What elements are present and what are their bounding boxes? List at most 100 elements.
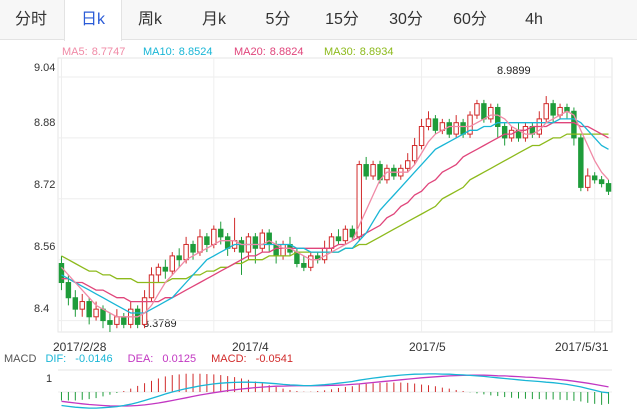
tab-8[interactable]: 60分 (453, 11, 487, 28)
candle-body (238, 240, 245, 253)
ma5-line (61, 110, 609, 318)
x-tick-label: 2017/5/31 (555, 340, 609, 354)
candle-body (591, 175, 598, 181)
ma10-line (61, 118, 609, 314)
tab-7[interactable]: 30分 (389, 11, 423, 28)
candle-body (93, 308, 99, 318)
ma30-legend-label: MA30: (324, 46, 356, 58)
x-tick-label: 2017/5 (409, 340, 446, 354)
ma20-legend-label: MA20: (234, 46, 266, 58)
candle-body (100, 308, 106, 322)
candle-body (79, 301, 85, 310)
ma30-legend-value: 8.8934 (359, 46, 394, 58)
candle-body (197, 236, 203, 253)
candle-body (522, 126, 529, 139)
macd-legend: MACD DIF: -0.0146 DEA: 0.0125 MACD: -0.0… (4, 353, 305, 365)
ma20-legend: MA20: 8.8824 (234, 46, 303, 58)
candle-body (488, 106, 494, 120)
tab-1[interactable]: 分时 (14, 11, 47, 28)
candle-body (418, 126, 425, 147)
ma30-line (61, 133, 609, 284)
candle-body (294, 251, 300, 264)
candle-body (446, 122, 452, 135)
candle-body (543, 103, 549, 120)
y-tick-label: 9.04 (34, 62, 56, 74)
candle-body (176, 255, 182, 261)
candle-body (169, 255, 175, 272)
ma10-legend-label: MA10: (143, 46, 175, 58)
macd-y-tick-label: 1 (46, 373, 53, 385)
candle-body (501, 126, 508, 139)
macd-title: MACD (4, 353, 37, 365)
candle-body (273, 243, 279, 257)
tab-5[interactable]: 5分 (265, 11, 291, 28)
ma10-legend-value: 8.8524 (178, 46, 213, 58)
candle-body (211, 228, 217, 245)
candle-body (405, 160, 411, 169)
x-tick-label: 2017/4 (232, 340, 269, 354)
tab-6[interactable]: 15分 (325, 11, 359, 28)
candle-body (301, 263, 307, 268)
dif-line (61, 373, 609, 409)
candle-body (578, 137, 584, 188)
y-tick-label: 8.56 (34, 241, 56, 253)
dif-value: -0.0146 (75, 353, 113, 365)
dea-line (61, 374, 609, 407)
candle-body (204, 236, 210, 245)
ma5-legend: MA5: 8.7747 (62, 46, 125, 58)
candle-body (65, 282, 72, 299)
candle-body (121, 316, 127, 325)
candle-body (370, 164, 376, 177)
ma20-line (61, 122, 609, 303)
ma20-legend-value: 8.8824 (269, 46, 304, 58)
candle-body (259, 232, 266, 249)
tab-2[interactable]: 日k (64, 0, 122, 41)
dif-label: DIF: (45, 353, 67, 365)
candle-body (308, 255, 314, 268)
candle-body (224, 236, 231, 249)
candle-body (72, 297, 79, 310)
candle-body (58, 263, 65, 284)
x-tick-label: 2017/2/28 (53, 340, 107, 354)
candle-body (155, 266, 162, 276)
candle-body (328, 236, 335, 249)
macd-value-legend: MACD: -0.0541 (211, 353, 299, 365)
ma30-legend: MA30: 8.8934 (324, 46, 393, 58)
dea-value: 0.0125 (162, 353, 197, 365)
candle-body (342, 228, 349, 242)
candle-body (321, 247, 328, 261)
candle-body (107, 320, 113, 325)
candle-body (453, 122, 459, 135)
candle-body (114, 316, 120, 325)
ma10-legend: MA10: 8.8524 (143, 46, 212, 58)
y-tick-label: 8.72 (34, 179, 56, 191)
period-tab-bar: 分时 日k 周k 月k 5分 15分 30分 60分 4h (0, 0, 637, 41)
candle-body (266, 232, 272, 245)
candle-body (86, 301, 92, 318)
candle-body (162, 266, 169, 272)
candle-body (335, 236, 342, 242)
y-tick-label: 8.4 (34, 303, 50, 315)
tab-3[interactable]: 周k (137, 11, 162, 28)
candle-body (598, 179, 605, 185)
candle-body (481, 103, 487, 120)
candle-body (411, 145, 418, 162)
tab-9[interactable]: 4h (525, 11, 543, 28)
candle-body (474, 103, 480, 116)
high-price-annotation: 8.9899 (497, 65, 531, 77)
candle-body (349, 228, 356, 238)
dea-legend: DEA: 0.0125 (128, 353, 202, 365)
macd-value: -0.0541 (255, 353, 293, 365)
price-plot-frame (57, 57, 613, 333)
candle-body (218, 228, 224, 238)
candle-body (148, 274, 155, 299)
candle-body (460, 122, 466, 135)
candle-body (585, 175, 591, 188)
tab-4[interactable]: 月k (201, 11, 226, 28)
candle-body (280, 243, 286, 257)
y-tick-label: 8.88 (34, 117, 56, 129)
candle-body (425, 118, 432, 127)
candle-body (252, 236, 259, 249)
macd-label: MACD: (211, 353, 247, 365)
